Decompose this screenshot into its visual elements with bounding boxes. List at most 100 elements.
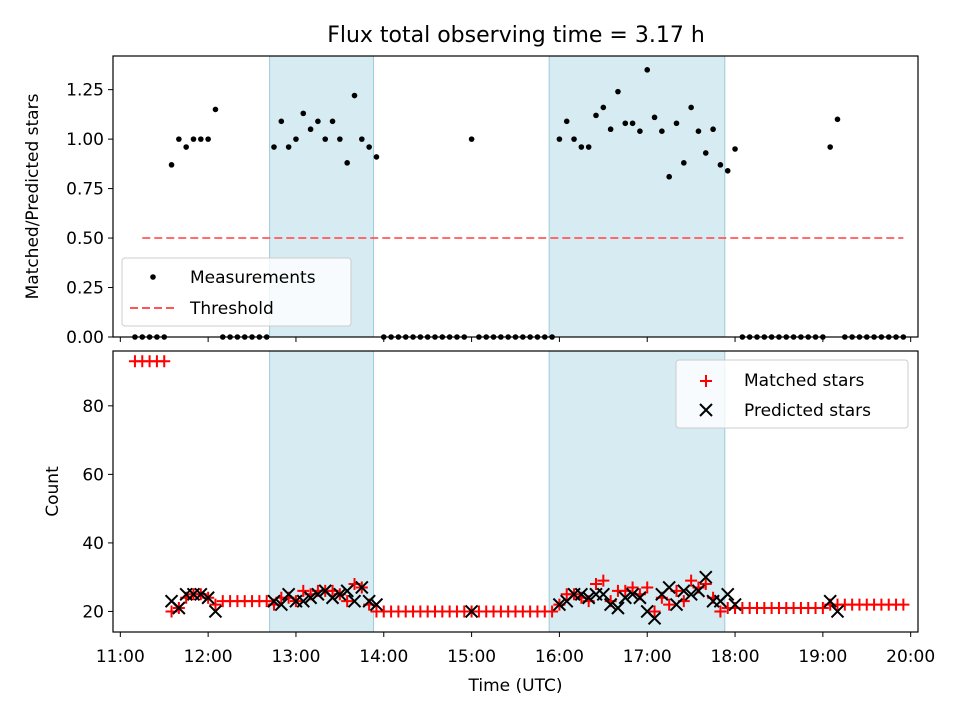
x-tick-label: 11:00	[96, 647, 145, 667]
predicted-star-marker	[347, 594, 362, 608]
matched-star-marker	[260, 595, 273, 608]
measurement-point	[695, 128, 702, 134]
predicted-star-marker	[684, 587, 698, 602]
predicted-star-marker	[647, 611, 662, 626]
measurement-point	[615, 88, 621, 95]
predicted-star-marker	[625, 587, 640, 602]
y-tick-label: 40	[82, 534, 104, 554]
measurement-point	[578, 144, 585, 150]
predicted-star-marker	[574, 587, 589, 602]
legend-label: Measurements	[190, 268, 316, 288]
measurement-point	[629, 120, 636, 127]
legend-predicted-marker	[699, 403, 713, 417]
x-axis-label: Time (UTC)	[468, 676, 563, 696]
predicted-star-marker	[662, 580, 676, 595]
predicted-star-marker	[721, 587, 735, 602]
legend-box	[121, 257, 352, 327]
x-tick-label: 15:00	[447, 647, 496, 667]
measurement-point	[285, 144, 292, 150]
measurement-point	[724, 167, 731, 174]
measurement-point	[337, 136, 343, 142]
measurement-point	[307, 126, 314, 133]
predicted-star-marker	[362, 594, 376, 608]
x-tick-label: 17:00	[623, 647, 672, 667]
measurement-point	[834, 116, 841, 123]
predicted-star-marker	[194, 587, 208, 602]
measurement-point	[622, 120, 629, 127]
measurement-point	[593, 112, 599, 119]
predicted-star-marker	[311, 587, 325, 602]
measurement-point	[651, 114, 658, 121]
measurement-point	[190, 136, 197, 142]
measurement-point	[717, 162, 724, 168]
measurement-point	[183, 144, 189, 150]
legend-box	[675, 359, 909, 429]
measurement-point	[607, 126, 614, 133]
measurement-point	[176, 136, 182, 142]
legend: Measurements Threshold	[121, 257, 352, 327]
y-tick-label: 1.25	[66, 81, 104, 101]
x-tick-label: 19:00	[798, 647, 847, 667]
measurement-point	[293, 136, 299, 142]
y-tick-label: 0.25	[66, 279, 104, 299]
predicted-star-marker	[691, 584, 706, 598]
legend-matched-marker	[700, 375, 712, 387]
measurement-point	[468, 136, 475, 142]
y-tick-label: 60	[82, 465, 104, 485]
measurement-point	[322, 136, 329, 142]
legend-measurement-marker	[150, 274, 156, 280]
measurement-point	[556, 136, 563, 142]
measurement-point	[366, 144, 372, 150]
y-tick-label: 0.00	[66, 328, 104, 348]
predicted-star-marker	[633, 591, 647, 605]
measurement-point	[373, 154, 380, 160]
matched-star-marker	[897, 598, 910, 611]
y-tick-label: 0.50	[66, 229, 104, 249]
predicted-star-marker	[172, 601, 186, 615]
x-tick-label: 16:00	[535, 647, 584, 667]
legend-label: Predicted stars	[744, 401, 871, 421]
shaded-interval	[269, 350, 375, 633]
matched-star-marker	[816, 602, 829, 615]
predicted-star-marker	[669, 597, 684, 612]
matched-star-marker	[590, 578, 602, 591]
predicted-star-marker	[603, 597, 618, 612]
measurement-point	[681, 160, 687, 166]
matched-star-marker	[341, 595, 354, 608]
predicted-star-marker	[296, 594, 310, 608]
measurement-point	[300, 110, 307, 117]
measurement-point	[205, 136, 211, 142]
measurement-point	[278, 118, 285, 125]
y-tick-label: 80	[82, 397, 104, 417]
predicted-star-marker	[464, 604, 479, 619]
predicted-star-marker	[552, 597, 567, 612]
measurement-point	[359, 136, 365, 142]
matched-star-marker	[297, 584, 310, 597]
predicted-star-marker	[274, 597, 289, 612]
x-tick-label: 20:00	[886, 647, 935, 667]
y-tick-label: 0.75	[66, 180, 104, 200]
matched-star-marker	[546, 605, 559, 618]
measurement-point	[666, 173, 672, 180]
y-tick-label: 20	[82, 602, 104, 622]
predicted-star-marker	[677, 584, 691, 598]
predicted-star-marker	[208, 604, 223, 619]
measurement-point	[637, 128, 643, 134]
axes-frame	[112, 350, 919, 633]
shaded-interval	[548, 55, 726, 338]
top-panel-ratio: 0.00 0.25 0.50 0.75 1.00 1.25 Matched/Predicte…	[23, 55, 919, 348]
measurement-point	[644, 67, 651, 73]
measurement-point	[344, 160, 350, 166]
matched-star-marker	[685, 574, 698, 587]
predicted-star-marker	[325, 591, 340, 605]
measurement-point	[168, 162, 175, 168]
measurement-point	[571, 136, 577, 142]
predicted-star-marker	[823, 594, 837, 608]
measurement-point	[732, 146, 738, 152]
predicted-star-marker	[830, 604, 845, 619]
x-tick-label: 12:00	[184, 647, 233, 667]
predicted-star-marker	[728, 597, 742, 612]
matched-star-marker	[714, 605, 727, 618]
predicted-star-marker	[596, 587, 611, 602]
